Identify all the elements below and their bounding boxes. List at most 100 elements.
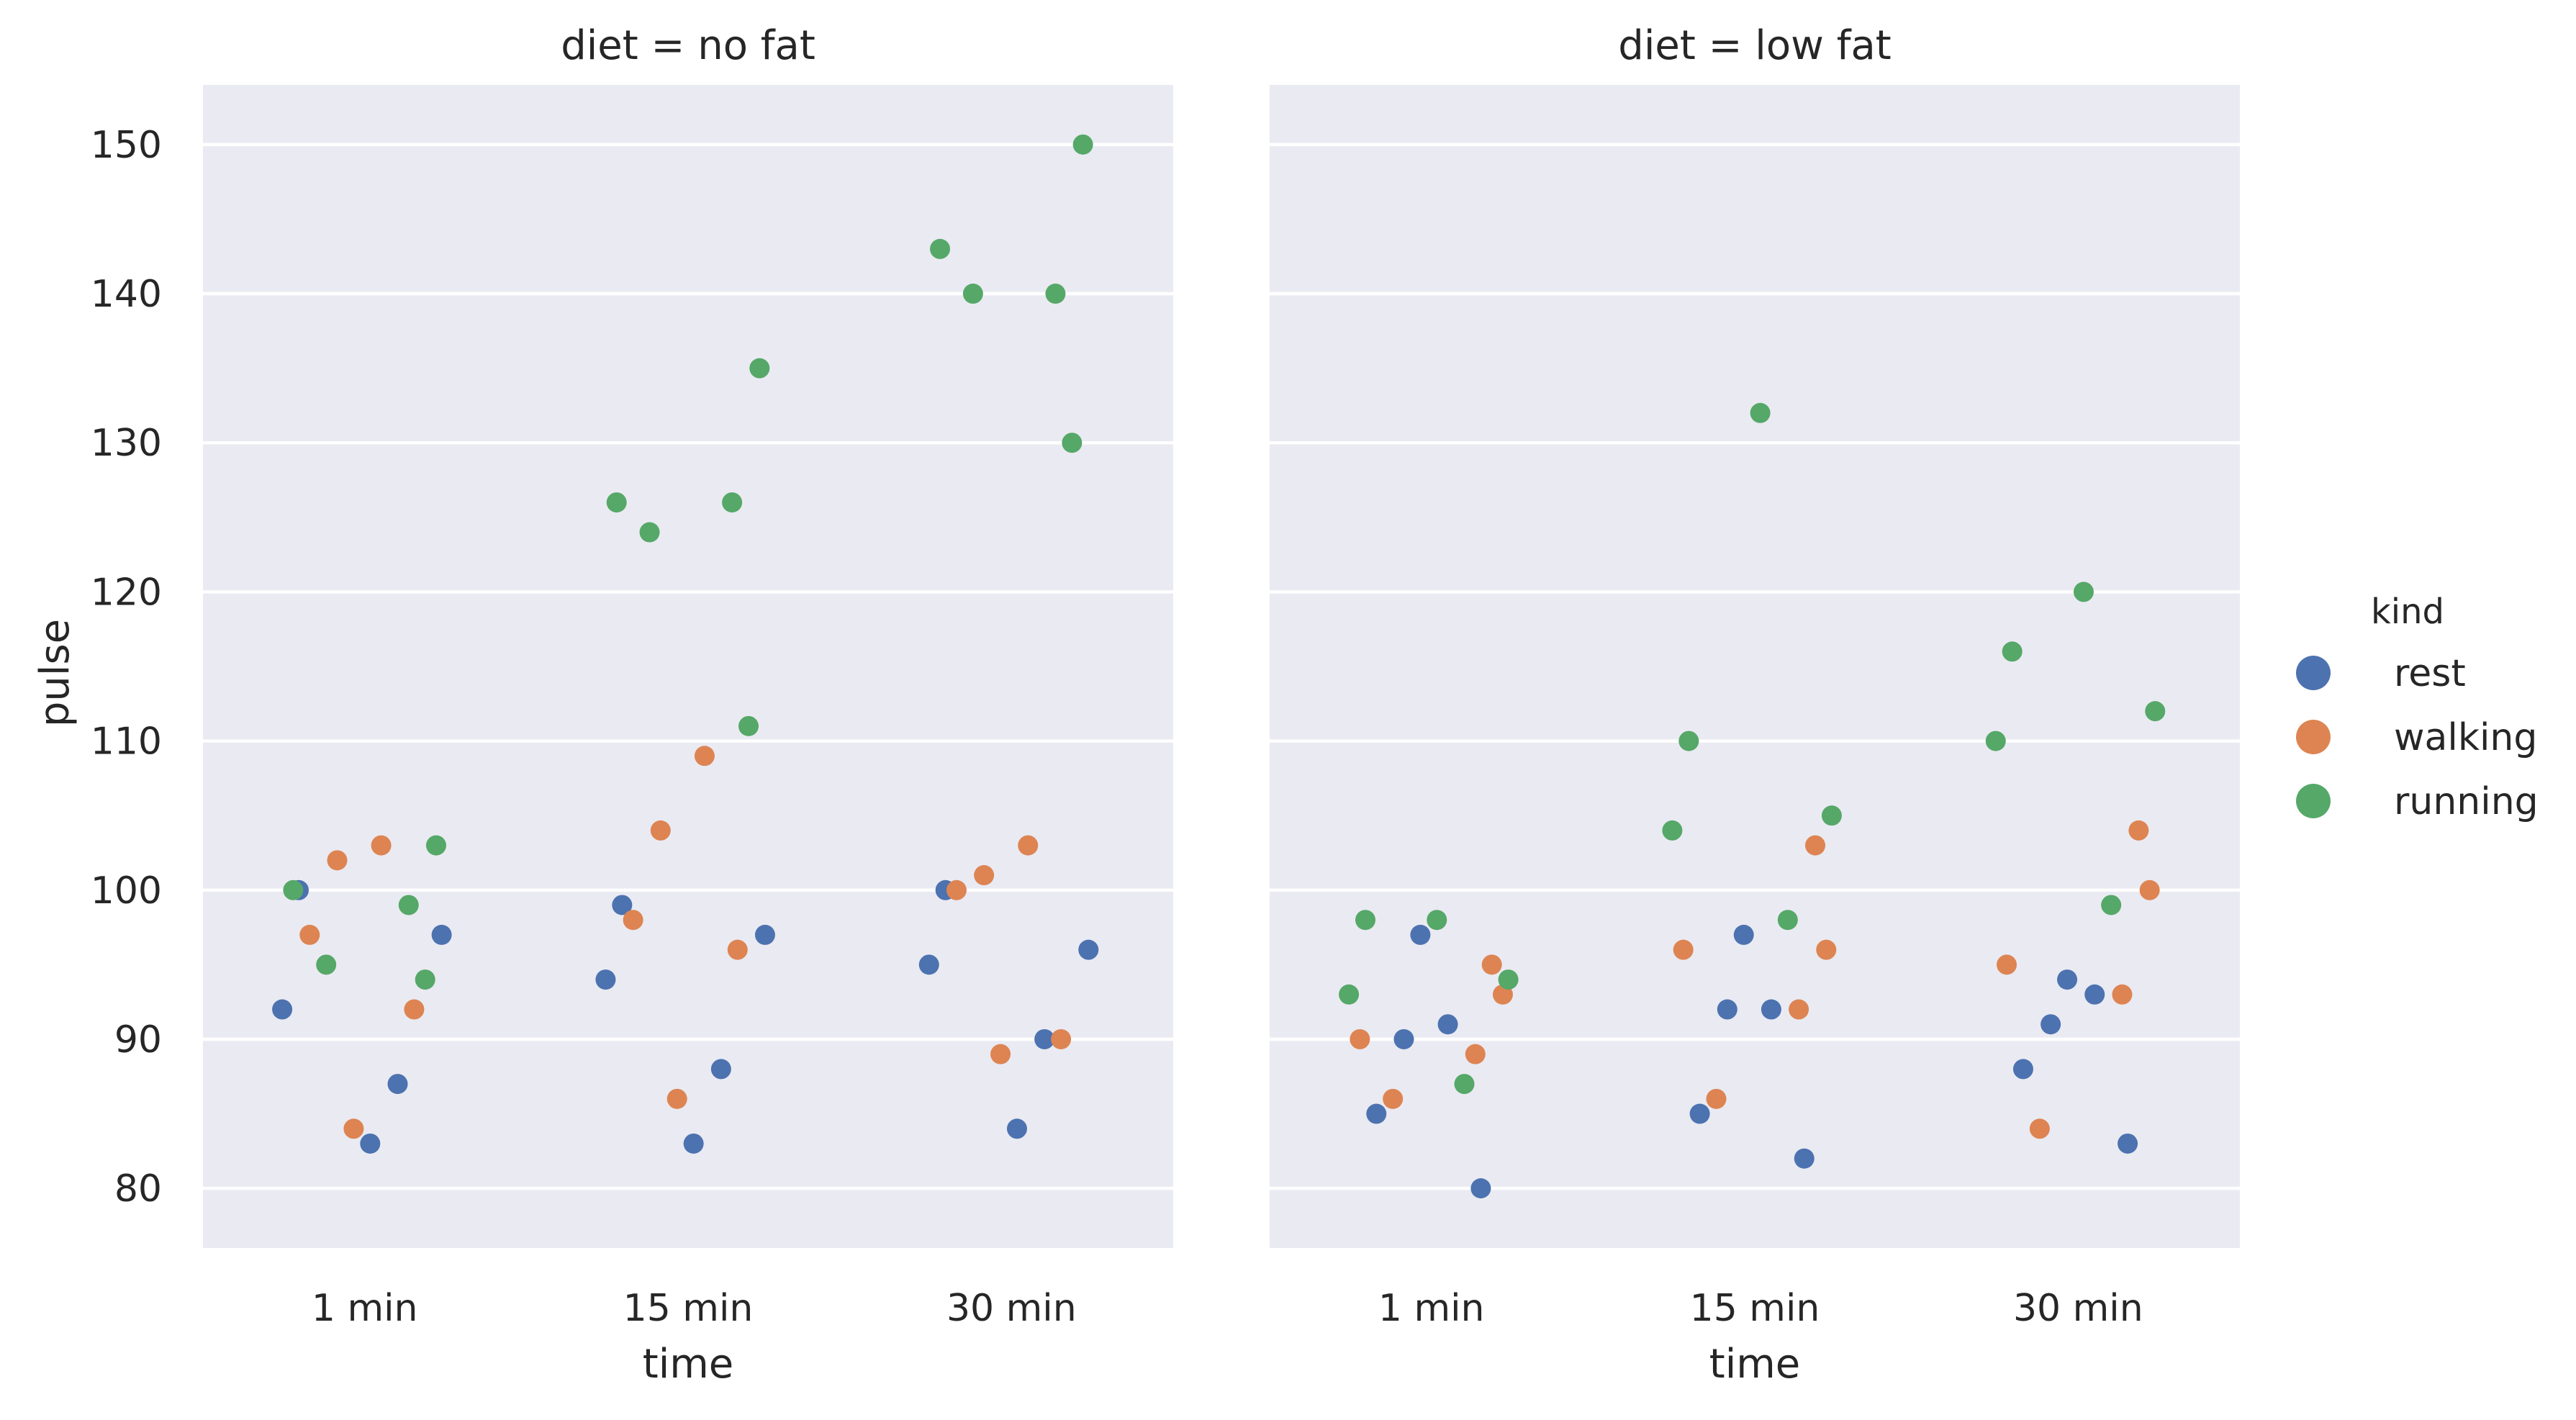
- point-walking: [1789, 999, 1809, 1020]
- point-walking: [1383, 1088, 1404, 1109]
- point-running: [1072, 134, 1093, 155]
- point-running: [2145, 701, 2166, 722]
- point-rest: [2041, 1014, 2061, 1035]
- point-rest: [431, 924, 452, 945]
- y-tick-label: 110: [91, 720, 162, 764]
- point-walking: [623, 910, 643, 931]
- x-tick-label: 30 min: [946, 1287, 1077, 1330]
- point-rest: [1393, 1028, 1414, 1049]
- point-walking: [2128, 820, 2149, 841]
- point-running: [1062, 433, 1083, 453]
- legend-marker-walking: [2296, 720, 2331, 754]
- point-rest: [1410, 924, 1431, 945]
- x-tick-label: 15 min: [623, 1287, 754, 1330]
- point-walking: [990, 1044, 1011, 1064]
- legend-entry-walking: walking: [2296, 716, 2537, 759]
- grid-lines: [1270, 143, 2240, 1190]
- x-tick-labels: 1 min 15 min 30 min: [1378, 1287, 2143, 1330]
- point-rest: [1733, 924, 1754, 945]
- point-walking: [727, 939, 748, 960]
- x-tick-label: 1 min: [312, 1287, 418, 1330]
- grid-lines: [203, 143, 1173, 1190]
- y-tick-label: 80: [114, 1167, 162, 1211]
- legend-entry-rest: rest: [2296, 652, 2466, 695]
- y-axis-label: pulse: [32, 619, 78, 727]
- point-rest: [683, 1133, 704, 1154]
- legend-entries: rest walking running: [2296, 652, 2539, 823]
- point-walking: [343, 1118, 364, 1139]
- y-tick-label: 120: [91, 571, 162, 614]
- legend-marker-rest: [2296, 656, 2331, 690]
- point-running: [1821, 805, 1842, 826]
- panel-no-fat: diet = no fat 80 90 100 110 120 130 140 150 1 m…: [91, 22, 1173, 1388]
- point-running: [398, 895, 419, 915]
- panel-low-fat: diet = low fat 1 min 15 min 30 min time: [1270, 22, 2240, 1388]
- point-walking: [694, 746, 715, 766]
- point-rest: [595, 969, 616, 990]
- point-rest: [1761, 999, 1781, 1020]
- point-running: [1777, 910, 1798, 931]
- point-rest: [1437, 1014, 1458, 1035]
- x-tick-label: 1 min: [1378, 1287, 1485, 1330]
- point-rest: [1794, 1148, 1815, 1169]
- point-rest: [1689, 1103, 1710, 1124]
- point-walking: [946, 879, 967, 900]
- point-rest: [754, 924, 775, 945]
- legend-label: rest: [2394, 652, 2466, 695]
- y-tick-label: 150: [91, 124, 162, 167]
- point-walking: [1350, 1028, 1370, 1049]
- point-rest: [1470, 1178, 1491, 1199]
- point-rest: [918, 954, 939, 975]
- point-running: [425, 835, 446, 856]
- point-rest: [387, 1074, 408, 1095]
- point-running: [1662, 820, 1683, 841]
- point-walking: [1706, 1088, 1727, 1109]
- point-walking: [2112, 984, 2133, 1005]
- panel-background: [203, 85, 1173, 1248]
- point-running: [2073, 582, 2094, 602]
- point-running: [2002, 641, 2023, 662]
- point-running: [1985, 731, 2006, 751]
- point-walking: [371, 835, 392, 856]
- legend-entry-running: running: [2296, 780, 2539, 823]
- point-running: [639, 522, 660, 543]
- point-rest: [2057, 969, 2078, 990]
- x-tick-label: 15 min: [1690, 1287, 1820, 1330]
- point-running: [722, 492, 743, 513]
- x-axis-label: time: [1709, 1341, 1801, 1388]
- x-tick-label: 30 min: [2013, 1287, 2143, 1330]
- point-walking: [1465, 1044, 1486, 1064]
- point-running: [606, 492, 627, 513]
- point-running: [1678, 731, 1699, 751]
- point-walking: [1051, 1028, 1072, 1049]
- point-rest: [2084, 984, 2105, 1005]
- point-walking: [666, 1088, 687, 1109]
- point-rest: [2118, 1133, 2138, 1154]
- point-running: [283, 879, 304, 900]
- legend-marker-running: [2296, 784, 2331, 818]
- legend-title: kind: [2371, 592, 2444, 632]
- point-walking: [299, 924, 320, 945]
- point-walking: [2139, 879, 2160, 900]
- y-tick-label: 90: [114, 1018, 162, 1062]
- point-running: [415, 969, 435, 990]
- panel-title: diet = low fat: [1618, 22, 1891, 69]
- point-running: [1339, 984, 1360, 1005]
- point-running: [1355, 910, 1376, 931]
- data-points: [272, 134, 1099, 1154]
- point-walking: [650, 820, 671, 841]
- point-rest: [272, 999, 293, 1020]
- legend-label: running: [2394, 780, 2539, 823]
- point-running: [930, 238, 951, 259]
- x-axis-label: time: [643, 1341, 734, 1388]
- point-walking: [1997, 954, 2017, 975]
- point-rest: [1366, 1103, 1387, 1124]
- point-rest: [612, 895, 633, 915]
- point-running: [1750, 402, 1771, 423]
- y-tick-label: 140: [91, 273, 162, 316]
- y-tick-labels: 80 90 100 110 120 130 140 150: [91, 124, 162, 1211]
- point-rest: [1006, 1118, 1027, 1139]
- legend: kind rest walking running: [2296, 592, 2539, 823]
